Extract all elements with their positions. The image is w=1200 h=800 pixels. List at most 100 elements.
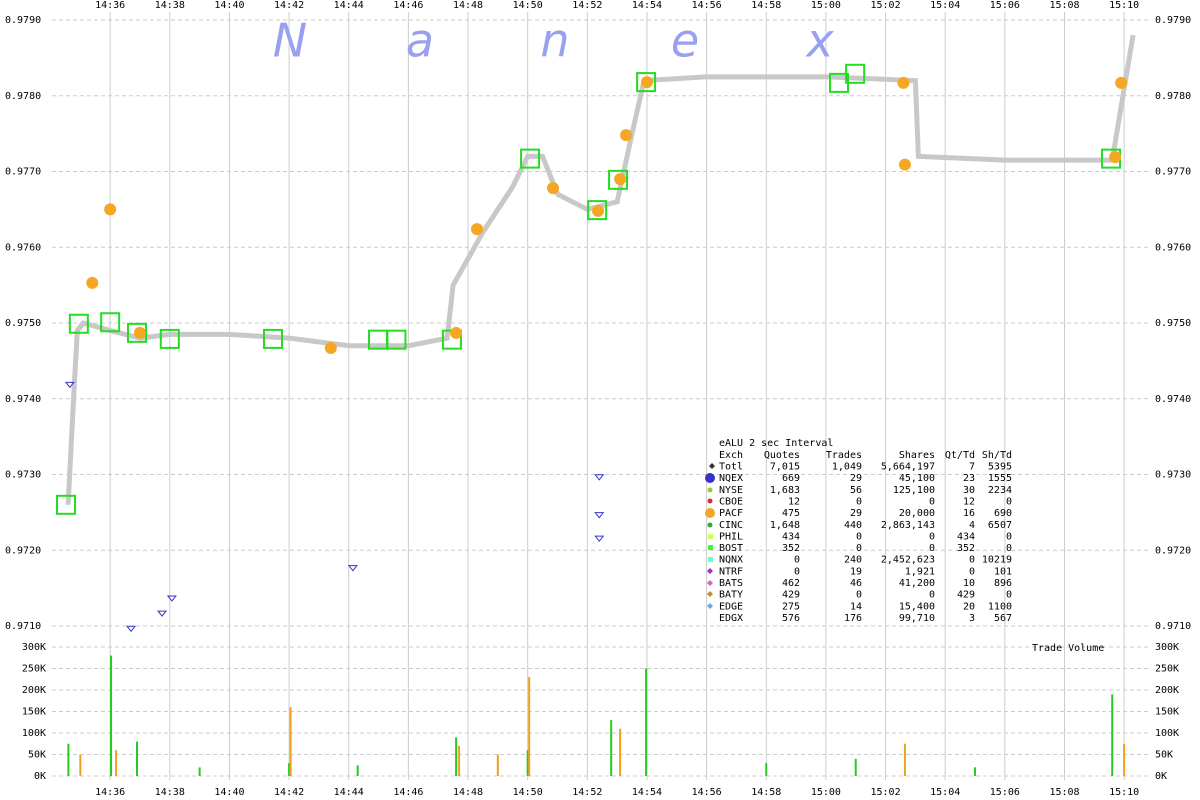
table-cell: 5,664,197	[881, 462, 935, 473]
volume-bar	[455, 737, 458, 776]
trade-square	[520, 148, 541, 169]
table-cell: 434	[782, 531, 800, 542]
x-tick-label: 14:36	[95, 0, 125, 11]
table-cell: 0	[969, 555, 975, 566]
trade-square	[100, 312, 121, 333]
table-cell: 0	[929, 590, 935, 601]
table-cell: NYSE	[719, 485, 743, 496]
table-cell: 176	[844, 613, 862, 624]
table-cell: EDGE	[719, 601, 743, 612]
table-cell: 99,710	[899, 613, 935, 624]
table-cell: EDGX	[719, 613, 743, 624]
symbol	[707, 498, 713, 504]
table-cell: 7,015	[770, 462, 800, 473]
table-cell: 29	[850, 473, 862, 484]
y-tick-label: 200K	[22, 685, 46, 696]
watermark-letter: x	[804, 14, 834, 68]
trade-circle	[324, 341, 337, 354]
volume-bar	[67, 743, 70, 776]
volume-bar	[645, 668, 648, 776]
table-title: eALU 2 sec Interval	[719, 438, 833, 449]
table-cell: 30	[963, 485, 975, 496]
volume-bar	[765, 763, 768, 776]
y-tick-label: 0K	[34, 771, 46, 782]
trade-circle	[104, 203, 117, 216]
table-cell: 20	[963, 601, 975, 612]
x-tick-label: 15:04	[930, 787, 960, 798]
x-tick-label: 15:00	[811, 0, 841, 11]
table-cell: 0	[856, 531, 862, 542]
x-tick-label: 14:54	[632, 787, 662, 798]
table-cell: 10	[963, 578, 975, 589]
table-cell: 896	[994, 578, 1012, 589]
x-tick-label: 14:48	[453, 0, 483, 11]
trade-circle	[450, 326, 463, 339]
watermark: N a n e x	[273, 14, 835, 68]
volume-bar	[356, 765, 359, 776]
volume-bar	[79, 754, 82, 776]
x-tick-label: 15:08	[1049, 787, 1079, 798]
quote-triangle	[594, 512, 605, 519]
symbol	[708, 545, 713, 550]
volume-bar	[115, 750, 118, 776]
y-tick-label: 100K	[22, 728, 46, 739]
table-cell: 0	[1006, 531, 1012, 542]
trade-square	[56, 494, 77, 515]
trade-circle	[133, 326, 146, 339]
trade-circle	[547, 182, 560, 195]
table-cell: 19	[850, 566, 862, 577]
table-cell: BATY	[719, 590, 743, 601]
x-tick-label: 14:50	[513, 787, 543, 798]
table-cell: 41,200	[899, 578, 935, 589]
y-tick-label: 100K	[1155, 728, 1179, 739]
table-cell: 1,648	[770, 520, 800, 531]
grid: 14:36 14:36 14:38 14:38 14:40 14:40 14:42 14:42…	[5, 0, 1191, 798]
trade-circle	[592, 204, 605, 217]
quote-triangle	[347, 565, 358, 572]
y-tick-label: 300K	[22, 642, 46, 653]
trade-square	[126, 322, 147, 343]
table-cell: 101	[994, 566, 1012, 577]
x-tick-label: 15:10	[1109, 0, 1139, 11]
trade-square	[386, 329, 407, 350]
table-cell: 0	[856, 590, 862, 601]
y-tick-label: 0.9780	[1155, 91, 1191, 102]
x-tick-label: 15:00	[811, 787, 841, 798]
volume-bar	[1123, 743, 1126, 776]
table-cell: 3	[969, 613, 975, 624]
y-tick-label: 250K	[22, 664, 46, 675]
y-tick-label: 150K	[1155, 707, 1179, 718]
x-tick-label: 15:06	[990, 787, 1020, 798]
x-tick-label: 14:40	[214, 0, 244, 11]
table-cell: 2,863,143	[881, 520, 935, 531]
table-cell: 14	[850, 601, 862, 612]
table-cell: 1100	[988, 601, 1012, 612]
table-header: Qt/Td	[945, 450, 975, 461]
trade-circle	[640, 76, 653, 89]
x-tick-label: 15:04	[930, 0, 960, 11]
quote-triangle	[64, 381, 75, 389]
table-cell: 0	[1006, 543, 1012, 554]
y-tick-label: 0.9760	[5, 242, 41, 253]
y-tick-label: 0.9790	[1155, 15, 1191, 26]
y-tick-label: 250K	[1155, 664, 1179, 675]
quote-triangle	[125, 625, 137, 633]
table-cell: PHIL	[719, 531, 743, 542]
quote-triangle	[166, 595, 177, 602]
volume-bar	[110, 655, 113, 776]
trade-square	[636, 72, 657, 93]
table-header: Shares	[899, 450, 935, 461]
volume-bar	[528, 677, 531, 776]
table-cell: 46	[850, 578, 862, 589]
x-tick-label: 14:42	[274, 0, 304, 11]
trade-square	[68, 313, 89, 334]
y-tick-label: 0.9730	[1155, 470, 1191, 481]
table-cell: 0	[856, 496, 862, 507]
volume-bar	[289, 707, 292, 776]
table-cell: 0	[794, 566, 800, 577]
volume-bar	[135, 741, 138, 776]
symbol	[707, 522, 713, 528]
x-tick-label: 14:52	[572, 787, 602, 798]
x-tick-label: 14:40	[214, 787, 244, 798]
